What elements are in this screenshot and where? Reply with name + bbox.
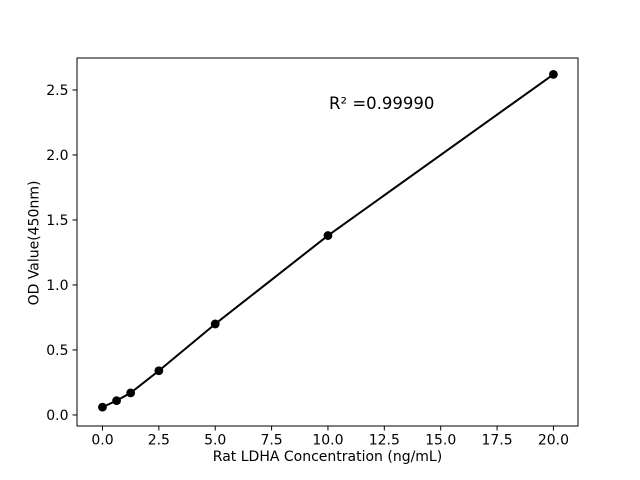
x-tick-label: 12.5 bbox=[369, 433, 400, 449]
x-tick-label: 20.0 bbox=[538, 433, 569, 449]
data-point bbox=[112, 396, 121, 406]
y-tick-label: 2.0 bbox=[46, 148, 68, 164]
data-point bbox=[549, 69, 558, 79]
x-tick-label: 15.0 bbox=[425, 433, 456, 449]
x-tick-label: 17.5 bbox=[481, 433, 512, 449]
data-point bbox=[210, 319, 220, 329]
y-axis-label: OD Value(450nm) bbox=[26, 180, 43, 306]
y-tick-label: 1.5 bbox=[46, 213, 68, 229]
data-point bbox=[98, 402, 107, 412]
axes-box bbox=[76, 57, 579, 427]
y-tick-label: 0.5 bbox=[46, 343, 68, 359]
x-tick-label: 10.0 bbox=[312, 433, 343, 449]
data-point bbox=[154, 366, 164, 376]
x-tick-label: 0.0 bbox=[91, 433, 113, 449]
data-point bbox=[126, 388, 136, 398]
x-tick-label: 2.5 bbox=[148, 433, 170, 449]
data-point bbox=[323, 231, 333, 240]
data-line bbox=[101, 73, 555, 409]
y-tick-label: 2.5 bbox=[46, 83, 68, 99]
y-tick-label: 0.0 bbox=[46, 408, 68, 424]
x-tick-label: 5.0 bbox=[204, 433, 226, 449]
y-tick-label: 1.0 bbox=[46, 278, 68, 294]
x-axis-label: Rat LDHA Concentration (ng/mL) bbox=[212, 449, 443, 465]
x-tick-label: 7.5 bbox=[260, 433, 282, 449]
r-squared-annotation: R² =0.99990 bbox=[329, 94, 435, 113]
